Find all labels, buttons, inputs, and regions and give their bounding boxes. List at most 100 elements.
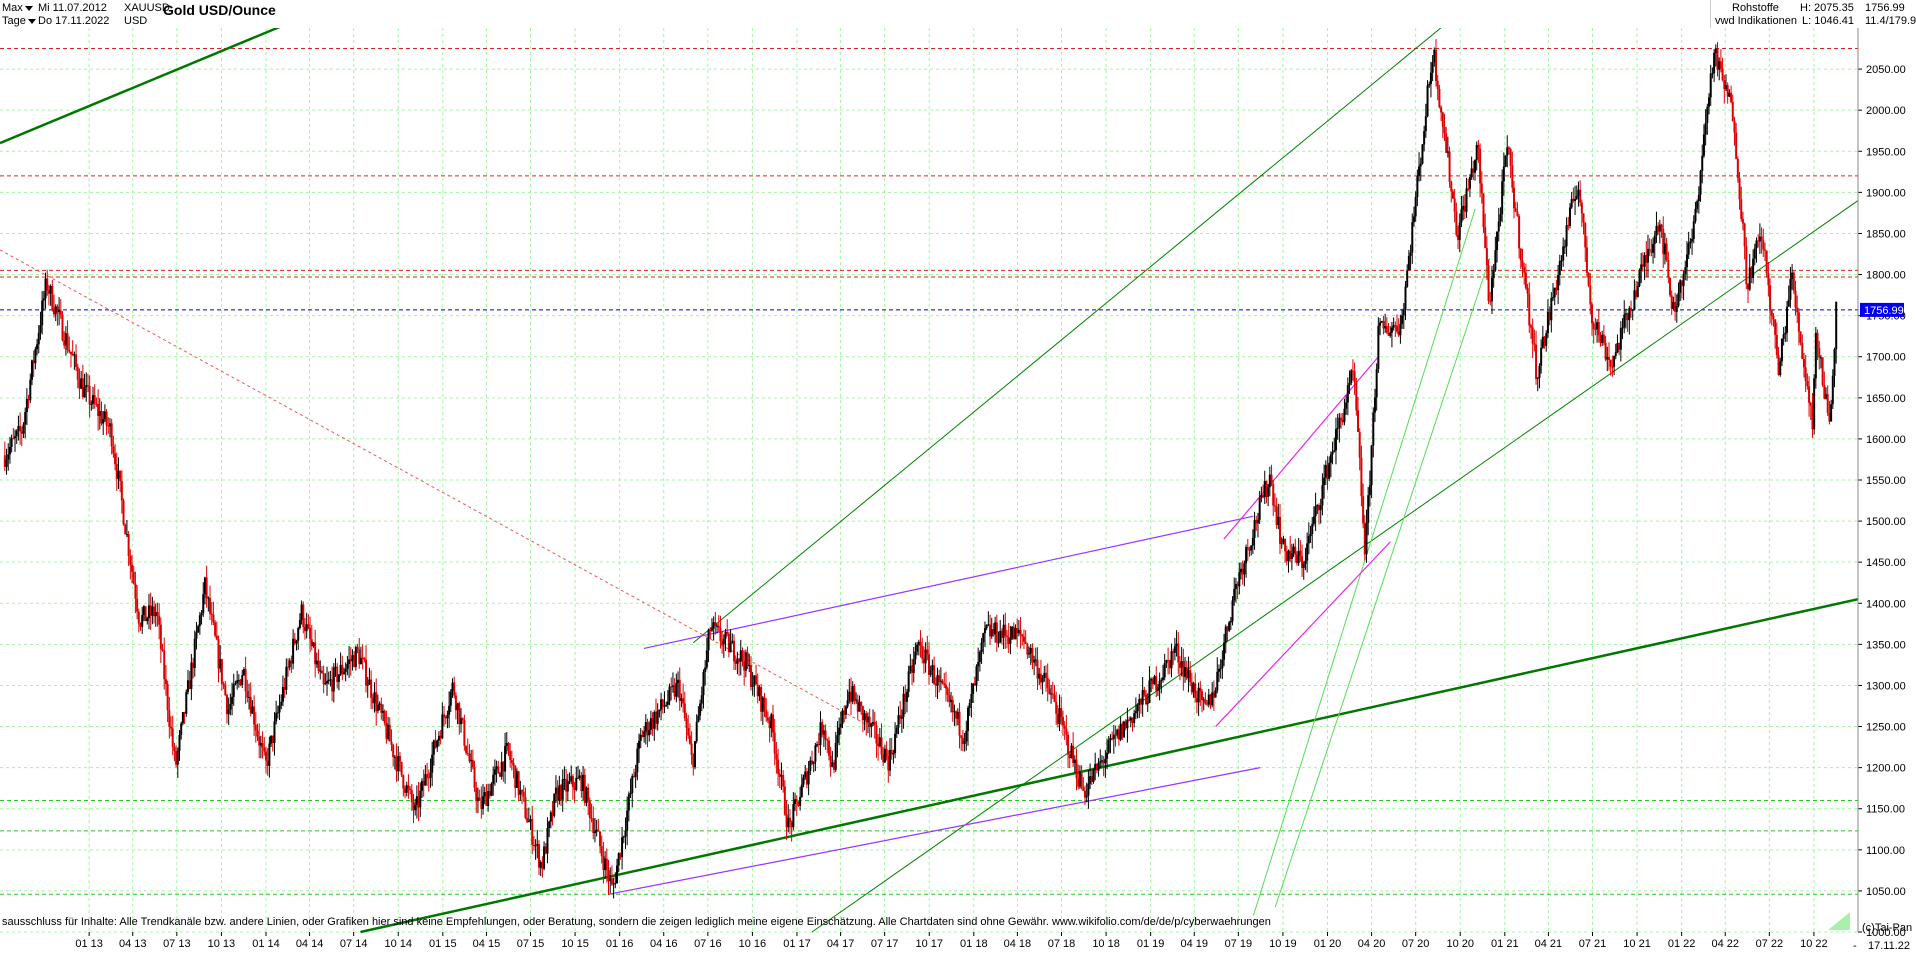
candle-body (44, 278, 47, 299)
candle-body (1411, 222, 1414, 253)
trendline-light (1274, 257, 1491, 908)
candle-body (114, 453, 117, 465)
candle-body (543, 846, 546, 869)
candle-body (363, 657, 366, 660)
candle-body (1786, 306, 1789, 333)
scroll-corner-marker[interactable] (1828, 912, 1850, 930)
candle-body (1577, 189, 1580, 197)
candle-body (582, 774, 585, 791)
candle-body (614, 883, 617, 885)
candle-body (1056, 713, 1059, 724)
x-tick-label: 01 17 (783, 938, 811, 950)
candle-body (1630, 307, 1633, 311)
candle-body (766, 717, 769, 721)
candle-body (1708, 97, 1711, 107)
candle-body (1185, 667, 1188, 679)
candle-body (955, 711, 958, 719)
candle-body (1669, 277, 1672, 296)
candle-body (1733, 120, 1736, 133)
candle-body (1706, 106, 1709, 123)
candle-body (1084, 790, 1087, 798)
candle-body (1292, 546, 1295, 554)
candle-body (816, 744, 819, 746)
candle-body (487, 791, 490, 807)
x-tick-label: 04 20 (1358, 938, 1386, 950)
candle-body (309, 627, 312, 640)
candle-body (1501, 181, 1504, 215)
candle-body (1490, 277, 1493, 302)
candle-body (1272, 483, 1275, 506)
candle-body (1277, 516, 1280, 525)
candle-body (549, 812, 552, 822)
candle-body (8, 446, 11, 455)
candle-body (1078, 772, 1081, 787)
candle-body (1151, 678, 1154, 685)
candle-body (1324, 464, 1327, 478)
candle-body (649, 718, 652, 730)
candle-body (1645, 255, 1648, 263)
candle-body (46, 278, 49, 291)
x-tick-label: 04 18 (1004, 938, 1032, 950)
candle-body (1609, 359, 1612, 367)
last-price-tag-box (1860, 302, 1904, 317)
candle-body (1311, 523, 1314, 535)
period-selector[interactable]: Max (2, 1, 33, 15)
candle-body (80, 378, 83, 389)
candle-body (1285, 551, 1288, 562)
candle-body (1513, 187, 1516, 209)
candle-body (1470, 168, 1473, 178)
candle-body (761, 697, 764, 712)
candle-body (734, 661, 737, 664)
candle-body (1253, 519, 1256, 538)
candle-body (1384, 326, 1387, 329)
currency: USD (124, 15, 148, 27)
candle-body (1628, 307, 1631, 321)
candle-body (1516, 211, 1519, 217)
candle-body (1394, 325, 1397, 327)
candle-body (1070, 745, 1073, 759)
candle-body (534, 845, 537, 847)
candle-body (5, 459, 8, 467)
candle-body (827, 740, 830, 756)
candle-body (941, 680, 944, 684)
candle-body (1797, 312, 1800, 332)
candle-body (488, 791, 491, 796)
candle-body (643, 731, 646, 737)
candle-body (588, 800, 591, 819)
candle-body (1772, 315, 1775, 320)
candle-body (665, 704, 668, 706)
candle-body (193, 638, 196, 669)
candle-body (558, 785, 561, 801)
candle-body (1784, 332, 1787, 335)
candle-body (622, 836, 625, 838)
candle-body (209, 597, 212, 614)
candle-body (1769, 285, 1772, 311)
candle-body (1458, 222, 1461, 240)
y-tick-label: 1900.00 (1866, 187, 1906, 199)
candle-body (192, 662, 195, 669)
candle-body (344, 668, 347, 672)
candle-body (463, 720, 466, 746)
candle-body (1245, 547, 1248, 564)
candle-body (1241, 568, 1244, 575)
candle-body (415, 796, 418, 805)
candle-body (1745, 246, 1748, 285)
x-tick-label: 01 22 (1668, 938, 1696, 950)
candle-body (270, 735, 273, 744)
candle-body (1341, 419, 1344, 423)
candle-body (42, 298, 45, 301)
candle-body (358, 649, 361, 665)
candle-body (259, 743, 262, 746)
candle-body (256, 730, 259, 737)
candle-body (239, 679, 242, 686)
candle-body (19, 425, 22, 432)
candle-body (626, 810, 629, 831)
candle-body (872, 721, 875, 724)
y-tick-label: 1650.00 (1866, 393, 1906, 405)
candle-body (1789, 278, 1792, 300)
candle-body (1229, 621, 1232, 623)
candle-body (977, 662, 980, 667)
candle-body (1618, 343, 1621, 350)
interval-selector[interactable]: Tage (2, 14, 36, 28)
